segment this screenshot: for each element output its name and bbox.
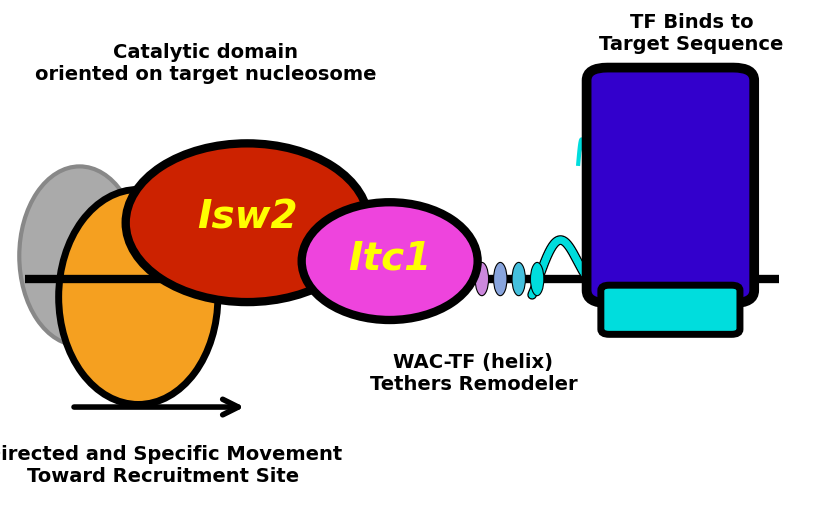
Ellipse shape (512, 262, 525, 296)
Ellipse shape (494, 262, 507, 296)
Text: TF Binds to
Target Sequence: TF Binds to Target Sequence (599, 13, 784, 54)
FancyBboxPatch shape (587, 68, 754, 303)
Text: WAC-TF (helix)
Tethers Remodeler: WAC-TF (helix) Tethers Remodeler (370, 353, 577, 394)
FancyBboxPatch shape (601, 285, 740, 334)
Ellipse shape (59, 189, 218, 404)
Ellipse shape (302, 202, 478, 320)
Text: Directed and Specific Movement
Toward Recruitment Site: Directed and Specific Movement Toward Re… (0, 445, 342, 486)
Ellipse shape (126, 143, 369, 302)
Ellipse shape (475, 262, 489, 296)
Text: Itc1: Itc1 (348, 240, 432, 278)
Ellipse shape (530, 262, 544, 296)
Text: Catalytic domain
oriented on target nucleosome: Catalytic domain oriented on target nucl… (34, 44, 376, 84)
Ellipse shape (19, 166, 140, 346)
Text: Isw2: Isw2 (197, 199, 297, 237)
